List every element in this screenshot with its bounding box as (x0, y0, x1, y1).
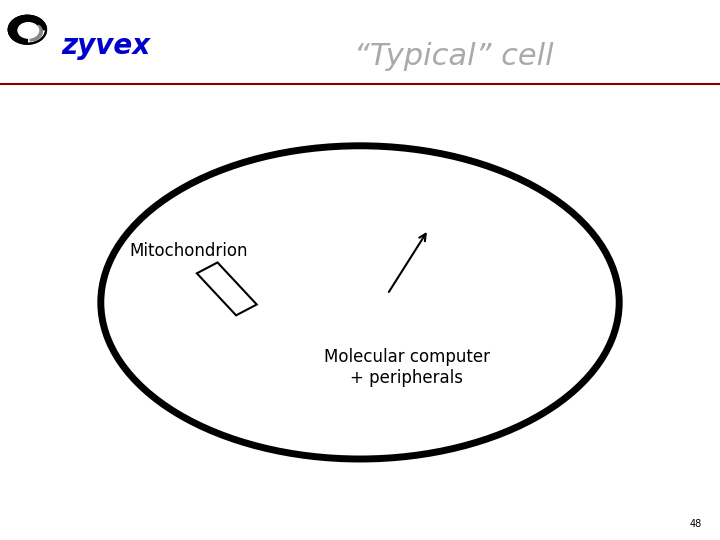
Text: 48: 48 (690, 519, 702, 529)
Circle shape (18, 23, 39, 38)
Text: zyvex: zyvex (61, 32, 150, 60)
Wedge shape (27, 16, 46, 30)
Wedge shape (9, 16, 27, 44)
Text: “Typical” cell: “Typical” cell (354, 42, 554, 71)
Text: Molecular computer
+ peripherals: Molecular computer + peripherals (324, 348, 490, 387)
Wedge shape (30, 25, 42, 41)
Text: Mitochondrion: Mitochondrion (130, 242, 248, 260)
Bar (197, 262, 257, 315)
